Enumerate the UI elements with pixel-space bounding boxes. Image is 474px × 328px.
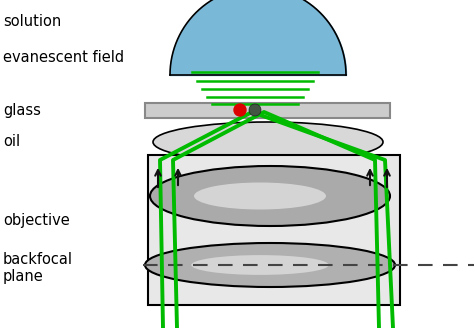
Bar [148,155,400,305]
Text: oil: oil [3,134,20,150]
Text: evanescent field: evanescent field [3,51,124,66]
Text: solution: solution [3,14,61,30]
Ellipse shape [194,182,326,210]
Ellipse shape [150,166,390,226]
Text: backfocal
plane: backfocal plane [3,253,73,284]
Ellipse shape [191,255,329,275]
Ellipse shape [145,243,395,287]
Circle shape [249,104,261,116]
Ellipse shape [153,122,383,162]
Bar [145,103,390,118]
Text: objective: objective [3,213,70,228]
Circle shape [234,104,246,116]
Text: glass: glass [3,102,41,117]
